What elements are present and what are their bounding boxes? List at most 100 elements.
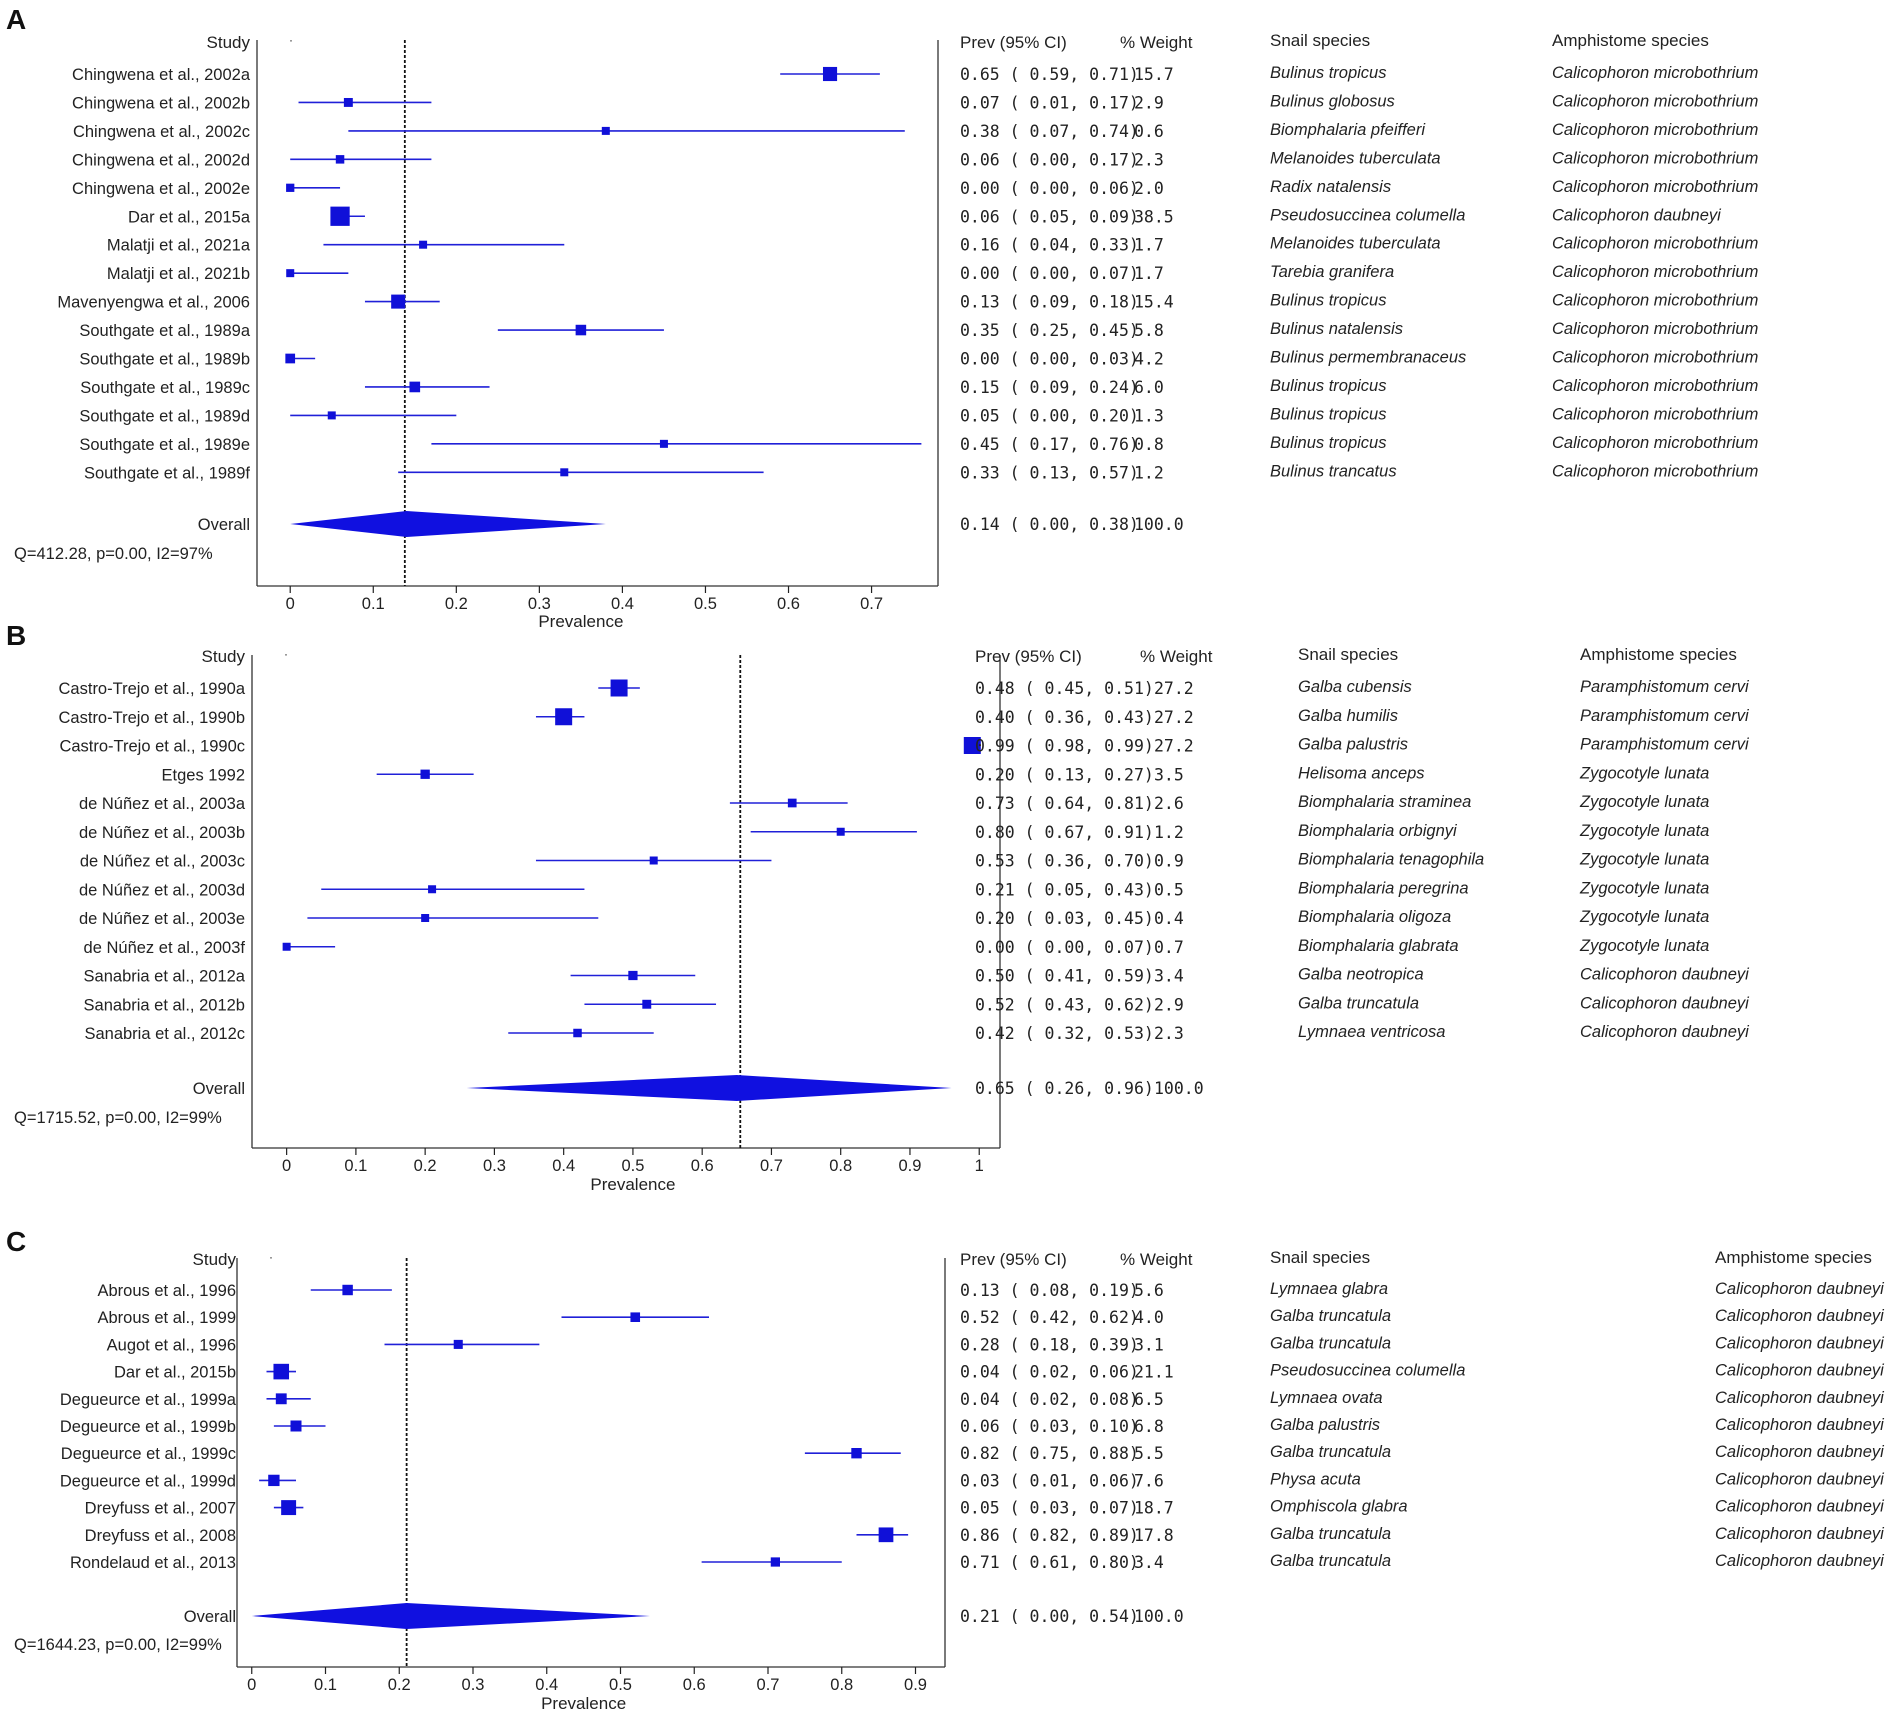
header-weight: % Weight [1120,33,1193,52]
study-prev-ci-text: 0.50 ( 0.41, 0.59) [975,967,1154,986]
study-amphistome-species: Calicophoron microbothrium [1552,64,1758,82]
study-amphistome-species: Calicophoron daubneyi [1715,1498,1885,1516]
study-point-marker [575,324,587,336]
study-label: Dreyfuss et al., 2007 [85,1500,236,1518]
study-label: Chingwena et al., 2002c [73,123,250,141]
x-tick-label: 0.4 [611,595,634,613]
study-prev-ci-text: 0.35 ( 0.25, 0.45) [960,321,1139,340]
study-weight-text: 1.7 [1134,236,1164,255]
study-prev-ci-text: 0.73 ( 0.64, 0.81) [975,794,1154,813]
study-prev-ci-text: 0.04 ( 0.02, 0.06) [960,1363,1139,1382]
x-tick-label: 0.5 [609,1676,632,1694]
overall-prev-ci-text: 0.14 ( 0.00, 0.38) [960,515,1139,534]
study-point-marker [836,827,845,836]
overall-diamond [251,1603,650,1629]
study-point-marker [409,381,421,393]
panel-letter-a: A [6,4,27,35]
header-prev-ci: Prev (95% CI) [960,1250,1067,1269]
study-snail-species: Bulinus tropicus [1270,405,1386,423]
study-amphistome-species: Calicophoron daubneyi [1580,1023,1750,1041]
study-weight-text: 15.7 [1134,65,1174,84]
x-tick-label: 0.4 [552,1157,575,1175]
study-snail-species: Galba palustris [1270,1416,1380,1434]
study-label: Southgate et al., 1989b [79,351,250,369]
study-label: Abrous et al., 1999 [97,1309,236,1327]
study-snail-species: Melanoides tuberculata [1270,235,1441,253]
heterogeneity-stats: Q=412.28, p=0.00, I2=97% [14,545,213,563]
study-snail-species: Lymnaea ventricosa [1298,1023,1445,1041]
study-weight-text: 27.2 [1154,708,1194,727]
header-study: Study [207,33,251,52]
study-label: Degueurce et al., 1999a [60,1391,237,1409]
x-tick-label: 0.8 [830,1676,853,1694]
study-point-marker [649,856,658,865]
study-snail-species: Bulinus globosus [1270,92,1395,110]
study-weight-text: 4.0 [1134,1308,1164,1327]
overall-weight-text: 100.0 [1154,1079,1204,1098]
overall-prev-ci-text: 0.65 ( 0.26, 0.96) [975,1079,1154,1098]
study-snail-species: Lymnaea glabra [1270,1280,1388,1298]
study-weight-text: 5.6 [1134,1281,1164,1300]
study-label: Sanabria et al., 2012c [84,1025,245,1043]
study-prev-ci-text: 0.40 ( 0.36, 0.43) [975,708,1154,727]
study-label: Southgate et al., 1989e [79,436,250,454]
study-label: Abrous et al., 1996 [97,1282,236,1300]
study-point-marker [421,914,430,922]
header-amphistome-species: Amphistome species [1715,1248,1872,1267]
header-dot-marker: · [289,33,293,47]
study-prev-ci-text: 0.38 ( 0.07, 0.74) [960,122,1139,141]
study-prev-ci-text: 0.05 ( 0.03, 0.07) [960,1499,1139,1518]
study-prev-ci-text: 0.99 ( 0.98, 0.99) [975,737,1154,756]
study-label: Augot et al., 1996 [107,1336,236,1354]
header-dot-marker: · [284,647,288,661]
x-tick-label: 1 [975,1157,984,1175]
study-snail-species: Galba neotropica [1298,966,1424,984]
study-point-marker [335,155,345,164]
study-label: Dar et al., 2015a [128,208,251,226]
study-point-marker [573,1028,582,1038]
study-weight-text: 18.7 [1134,1499,1174,1518]
study-weight-text: 3.1 [1134,1335,1164,1354]
forest-plot-panel-a: 0 0.1 0.2 0.3 0.4 0.5 0.6 0.7 Prevalence Study Pre… [14,31,1758,631]
study-snail-species: Galba truncatula [1298,994,1419,1012]
study-point-marker [391,294,406,309]
study-label: de Núñez et al., 2003a [79,795,246,813]
study-prev-ci-text: 0.00 ( 0.00, 0.07) [975,938,1154,957]
study-label: Castro-Trejo et al., 1990a [59,680,246,698]
study-weight-text: 6.0 [1134,378,1164,397]
study-label: Malatji et al., 2021b [107,265,250,283]
study-prev-ci-text: 0.00 ( 0.00, 0.03) [960,350,1139,369]
study-label: Southgate et al., 1989f [84,464,250,482]
study-weight-text: 6.5 [1134,1390,1164,1409]
overall-diamond [466,1075,952,1101]
study-snail-species: Biomphalaria peregrina [1298,879,1469,897]
study-weight-text: 2.6 [1154,794,1184,813]
study-prev-ci-text: 0.06 ( 0.00, 0.17) [960,150,1139,169]
study-prev-ci-text: 0.06 ( 0.03, 0.10) [960,1417,1139,1436]
study-amphistome-species: Zygocotyle lunata [1579,908,1709,926]
study-amphistome-species: Calicophoron daubneyi [1715,1443,1885,1461]
study-snail-species: Galba truncatula [1270,1525,1391,1543]
study-label: de Núñez et al., 2003d [79,881,245,899]
study-weight-text: 27.2 [1154,679,1194,698]
study-label: Chingwena et al., 2002b [72,94,250,112]
study-amphistome-species: Calicophoron microbothrium [1552,320,1758,338]
study-amphistome-species: Zygocotyle lunata [1579,793,1709,811]
study-snail-species: Radix natalensis [1270,178,1391,196]
study-snail-species: Biomphalaria glabrata [1298,937,1459,955]
header-snail-species: Snail species [1270,31,1370,50]
study-amphistome-species: Zygocotyle lunata [1579,937,1709,955]
study-weight-text: 6.8 [1134,1417,1164,1436]
study-prev-ci-text: 0.33 ( 0.13, 0.57) [960,463,1139,482]
overall-label: Overall [184,1608,236,1626]
study-point-marker [610,679,628,697]
study-amphistome-species: Calicophoron microbothrium [1552,92,1758,110]
overall-weight-text: 100.0 [1134,515,1184,534]
study-weight-text: 0.6 [1134,122,1164,141]
study-label: Mavenyengwa et al., 2006 [57,294,250,312]
study-point-marker [630,1312,641,1322]
study-weight-text: 3.4 [1134,1553,1164,1572]
study-amphistome-species: Calicophoron microbothrium [1552,263,1758,281]
study-snail-species: Bulinus tropicus [1270,377,1386,395]
overall-prev-ci-text: 0.21 ( 0.00, 0.54) [960,1607,1139,1626]
